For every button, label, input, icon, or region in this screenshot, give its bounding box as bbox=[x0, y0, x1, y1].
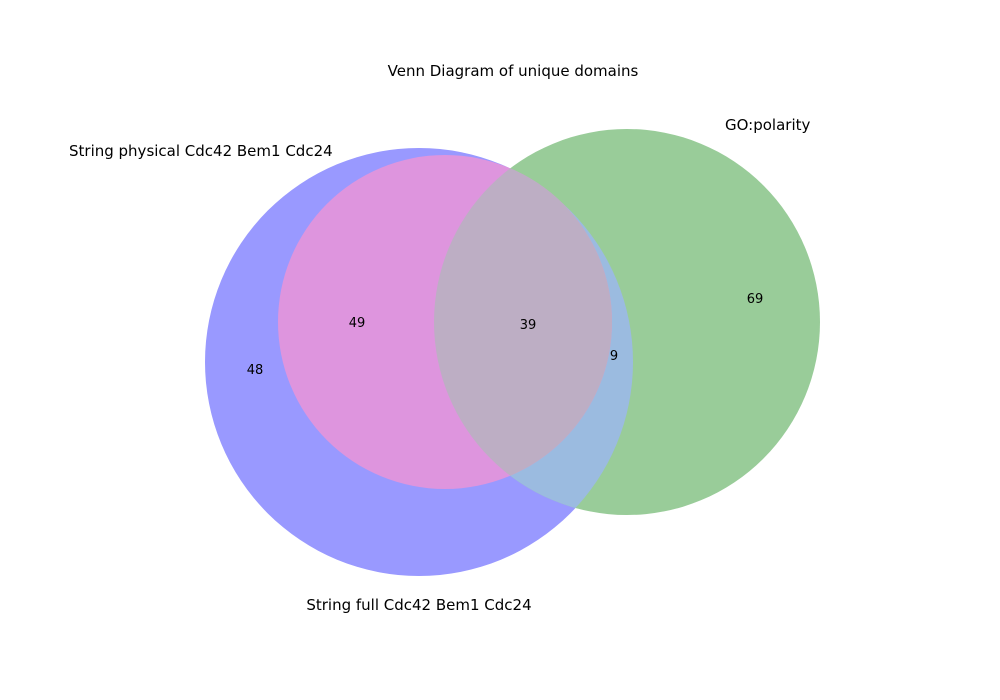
count-string-full-only: 48 bbox=[247, 363, 264, 378]
set-label-string-full: String full Cdc42 Bem1 Cdc24 bbox=[306, 596, 531, 614]
chart-title: Venn Diagram of unique domains bbox=[388, 62, 639, 80]
count-all-three: 39 bbox=[520, 318, 537, 333]
overlap-all-three bbox=[434, 155, 612, 489]
set-label-string-physical: String physical Cdc42 Bem1 Cdc24 bbox=[69, 142, 333, 160]
count-string-full-and-physical: 49 bbox=[349, 316, 366, 331]
count-string-full-and-go: 9 bbox=[610, 349, 618, 364]
set-label-go-polarity: GO:polarity bbox=[725, 116, 810, 134]
count-go-only: 69 bbox=[747, 292, 764, 307]
